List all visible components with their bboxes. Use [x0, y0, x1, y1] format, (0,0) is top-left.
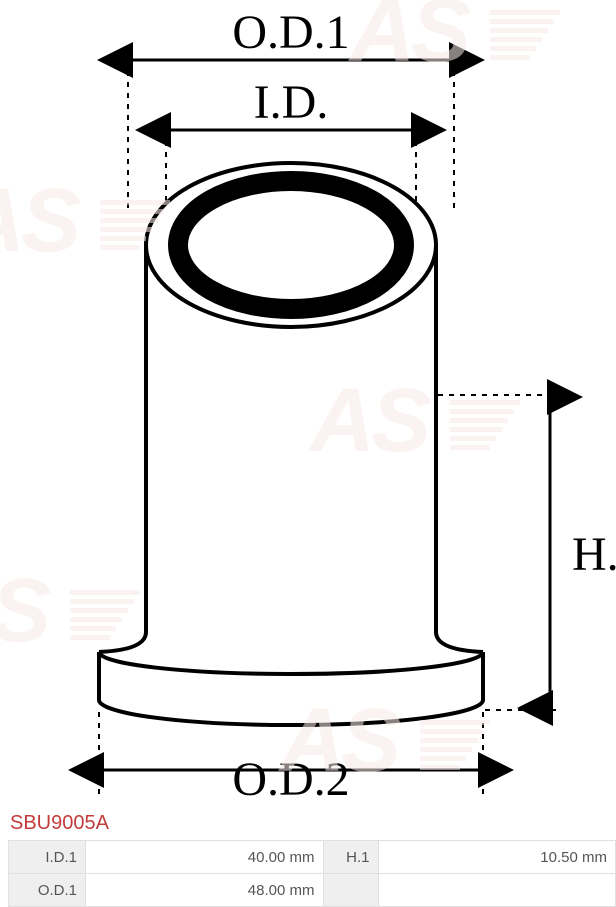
- part-number: SBU9005A: [10, 812, 109, 835]
- technical-drawing-svg: O.D.1 I.D.: [0, 0, 616, 810]
- spec-value: [378, 874, 616, 907]
- spec-key: [323, 874, 378, 907]
- bushing-shape: [99, 163, 483, 725]
- spec-value: 40.00 mm: [86, 841, 324, 874]
- label-id: I.D.: [254, 76, 329, 129]
- spec-key: I.D.1: [9, 841, 86, 874]
- label-od2: O.D.2: [232, 753, 349, 806]
- diagram-canvas: AS AS AS AS AS: [0, 0, 616, 810]
- table-row: O.D.1 48.00 mm: [9, 874, 616, 907]
- label-h: H.: [572, 528, 616, 581]
- spec-key: O.D.1: [9, 874, 86, 907]
- spec-table: I.D.1 40.00 mm H.1 10.50 mm O.D.1 48.00 …: [8, 840, 616, 907]
- label-od1: O.D.1: [232, 6, 349, 59]
- spec-key: H.1: [323, 841, 378, 874]
- spec-value: 10.50 mm: [378, 841, 616, 874]
- spec-value: 48.00 mm: [86, 874, 324, 907]
- table-row: I.D.1 40.00 mm H.1 10.50 mm: [9, 841, 616, 874]
